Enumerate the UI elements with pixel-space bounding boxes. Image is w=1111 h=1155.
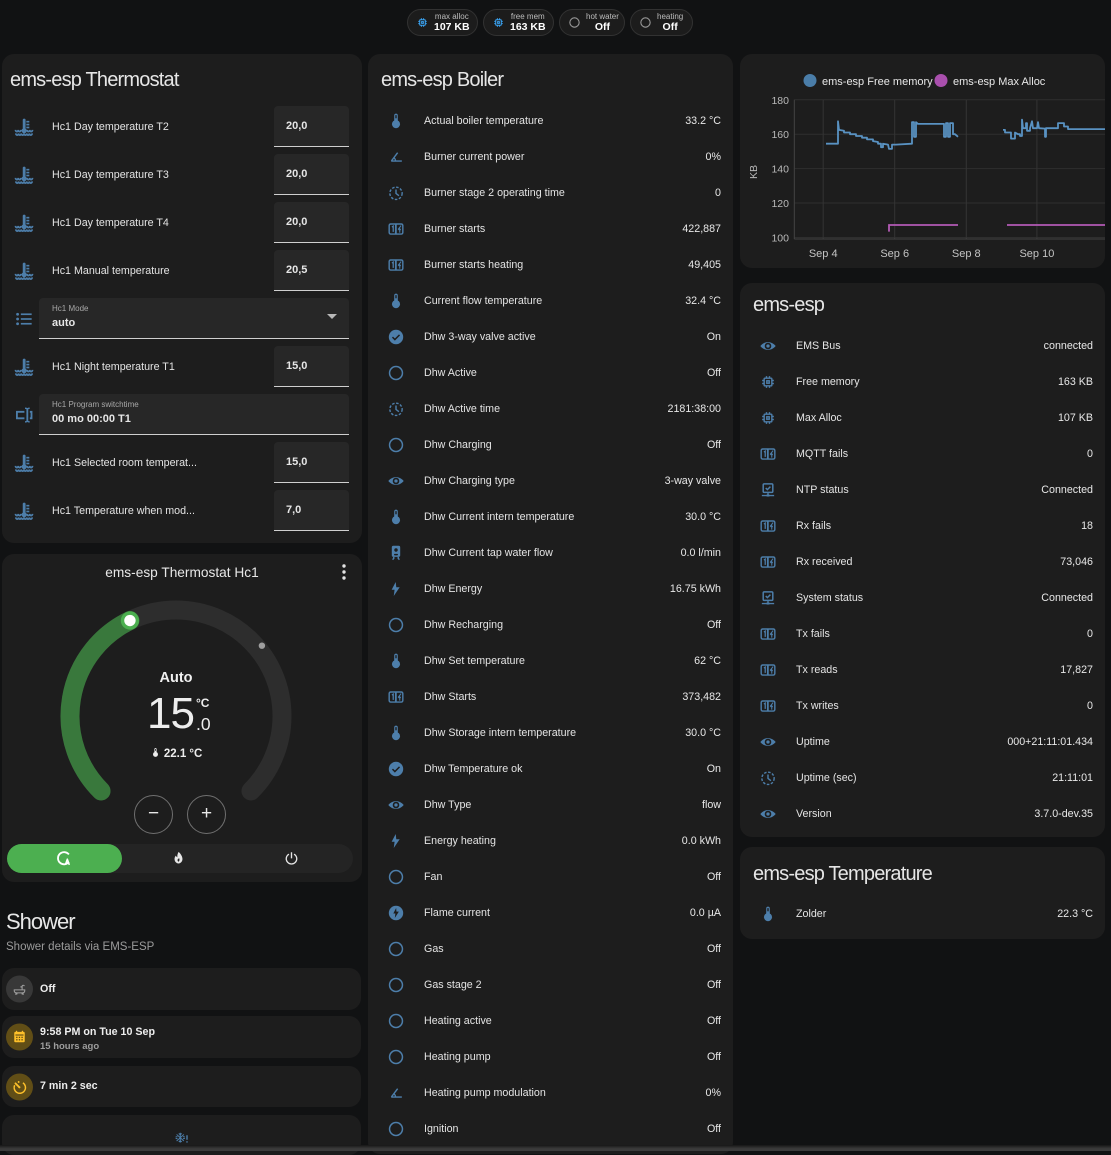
svg-text:140: 140 bbox=[771, 164, 789, 176]
svg-text:Sep 6: Sep 6 bbox=[880, 248, 909, 260]
svg-text:160: 160 bbox=[771, 129, 789, 141]
svg-text:ems-esp Max Alloc: ems-esp Max Alloc bbox=[953, 76, 1046, 88]
svg-text:KB: KB bbox=[748, 165, 760, 179]
svg-text:180: 180 bbox=[771, 95, 789, 107]
svg-text:120: 120 bbox=[771, 198, 789, 210]
svg-text:Sep 10: Sep 10 bbox=[1019, 248, 1054, 260]
svg-text:ems-esp Free memory: ems-esp Free memory bbox=[822, 76, 933, 88]
svg-text:100: 100 bbox=[771, 233, 789, 245]
svg-text:Sep 8: Sep 8 bbox=[952, 248, 981, 260]
svg-text:Sep 4: Sep 4 bbox=[809, 248, 838, 260]
